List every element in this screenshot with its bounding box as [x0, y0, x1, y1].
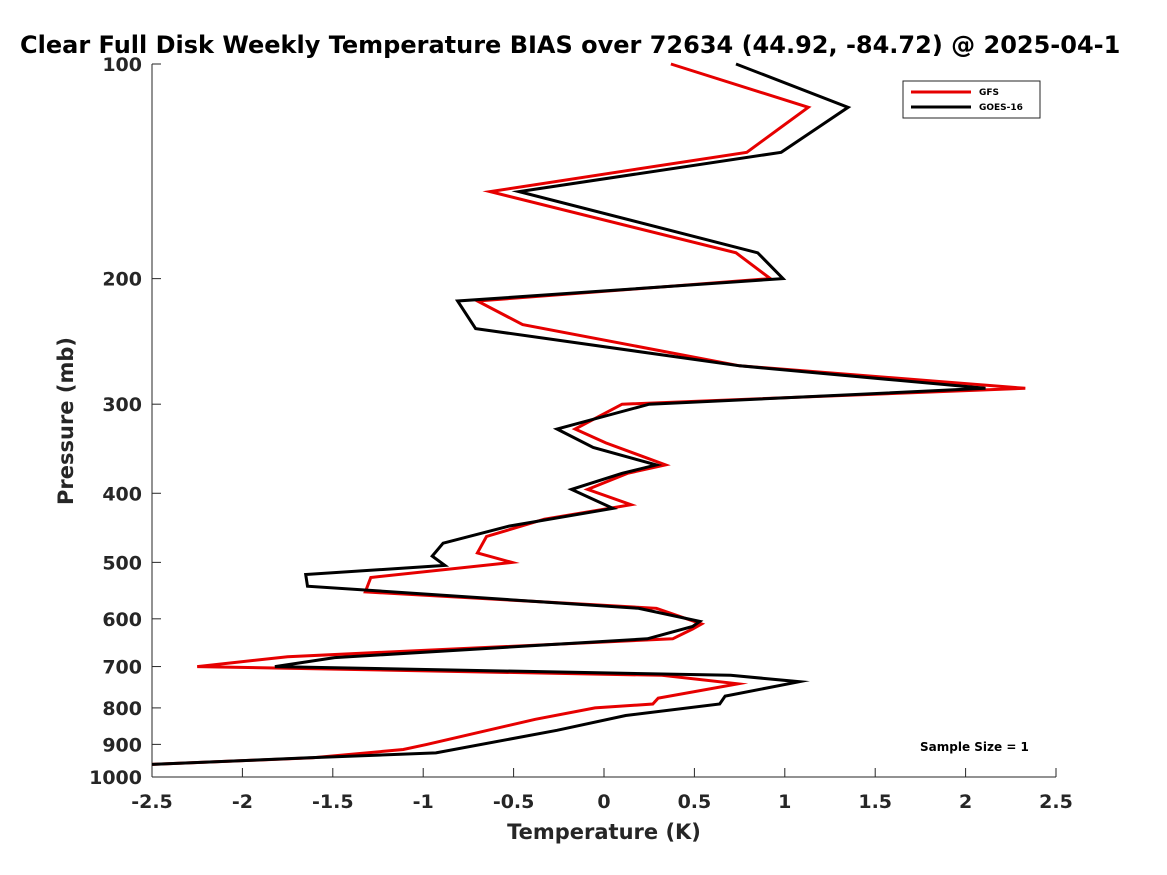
x-tick-label: -1 [413, 791, 434, 813]
x-tick-label: 2 [959, 791, 972, 813]
legend: GFS GOES-16 [902, 80, 1041, 119]
x-tick-label: 0.5 [678, 791, 712, 813]
x-tick-label: -2 [232, 791, 253, 813]
legend-label: GOES-16 [979, 103, 1023, 113]
y-tick-label: 400 [102, 483, 142, 505]
x-tick-label: 1 [778, 791, 791, 813]
y-axis-label: Pressure (mb) [54, 337, 78, 505]
x-tick-label: -0.5 [493, 791, 535, 813]
y-tick-label: 100 [102, 54, 142, 76]
series-line-gfs [151, 62, 1026, 766]
axes: -2.5 -2 -1.5 -1 -0.5 0 0.5 1 1.5 2 2.5 100 200 300 400… [89, 54, 1073, 813]
y-tick-label: 900 [102, 734, 142, 756]
legend-box [902, 80, 1041, 119]
y-tick-label: 800 [102, 698, 142, 720]
x-axis-label: Temperature (K) [507, 820, 701, 844]
x-tick-label: 1.5 [858, 791, 892, 813]
series-layer [151, 62, 1026, 766]
x-tick-label: 0 [597, 791, 610, 813]
y-tick-label: 300 [102, 394, 142, 416]
legend-label: GFS [979, 88, 999, 98]
series-line-goes-16 [151, 62, 986, 766]
x-tick-label: -1.5 [312, 791, 354, 813]
y-tick-label: 200 [102, 269, 142, 291]
y-tick-label: 700 [102, 657, 142, 679]
y-tick-label: 1000 [89, 767, 142, 789]
chart-title: Clear Full Disk Weekly Temperature BIAS … [20, 31, 1120, 59]
y-tick-label: 500 [102, 552, 142, 574]
y-tick-label: 600 [102, 609, 142, 631]
x-tick-label: -2.5 [131, 791, 173, 813]
sample-size-annotation: Sample Size = 1 [920, 740, 1029, 754]
x-tick-label: 2.5 [1039, 791, 1073, 813]
